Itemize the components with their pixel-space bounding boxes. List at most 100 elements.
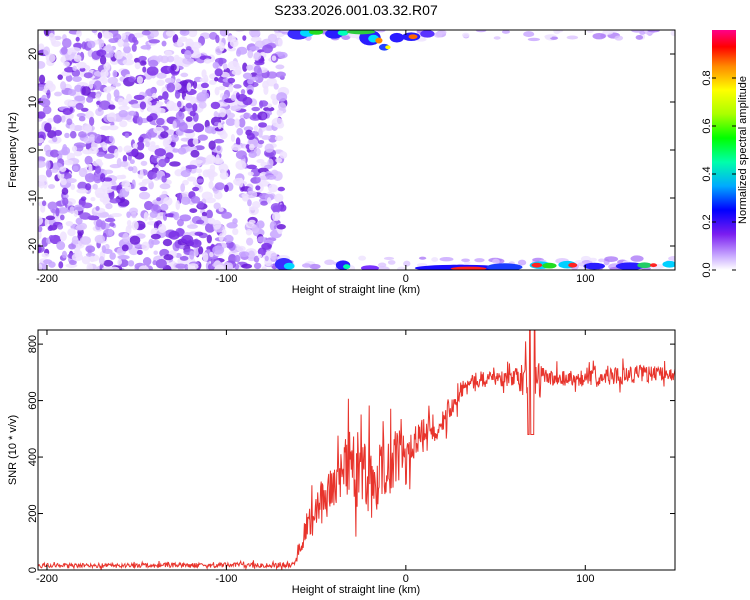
heatmap-cell (88, 116, 95, 126)
heatmap-cell (258, 140, 265, 145)
heatmap-cell (90, 196, 96, 202)
heatmap-cell (63, 159, 74, 166)
heatmap-cell (226, 222, 238, 229)
heatmap-cell (117, 145, 123, 153)
heatmap-cell (54, 91, 63, 97)
heatmap-cell (175, 200, 181, 211)
snr-x-tick-label: 0 (403, 573, 409, 585)
heatmap-cell (117, 97, 125, 106)
heatmap-cell (190, 149, 200, 158)
heatmap-cell (108, 38, 119, 44)
heatmap-cell (256, 220, 265, 229)
heatmap-cell (45, 215, 56, 221)
heatmap-cell (165, 213, 176, 218)
heatmap-cell (277, 51, 288, 59)
heatmap-cell (185, 102, 193, 109)
heatmap-cell (80, 107, 89, 112)
heatmap-cell (169, 161, 181, 167)
snr-x-tick-label: 100 (576, 573, 594, 585)
heatmap-cell (157, 95, 164, 101)
heatmap-cell (279, 151, 288, 159)
heatmap-cell (109, 222, 115, 227)
snr-x-label: Height of straight line (km) (292, 584, 420, 596)
heatmap-cell (162, 238, 173, 247)
heatmap-cell (234, 118, 240, 128)
heatmap-cell (75, 224, 86, 231)
heatmap-cell (214, 86, 220, 96)
heatmap-cell (134, 62, 141, 70)
heatmap-cell (431, 257, 439, 262)
heatmap-cell (218, 233, 224, 242)
heatmap-cell (235, 150, 247, 160)
heatmap-cell (96, 151, 106, 158)
heatmap-cell (216, 145, 221, 152)
heatmap-cell (190, 41, 202, 50)
heatmap-cell (80, 196, 87, 202)
heatmap-cell (172, 34, 179, 44)
heatmap-cell (205, 154, 217, 165)
heatmap-cell (155, 144, 160, 149)
heatmap-cell (261, 242, 272, 250)
heatmap-cell (129, 235, 141, 245)
heatmap-cell (258, 180, 270, 187)
heatmap-cell (226, 112, 236, 119)
heatmap-cell (194, 159, 203, 164)
heatmap-cell (416, 263, 428, 267)
heatmap-cell (69, 130, 77, 139)
heatmap-cell (213, 138, 225, 144)
heatmap-x-label: Height of straight line (km) (292, 284, 420, 296)
heatmap-cell (74, 84, 83, 93)
heatmap-cell (196, 219, 205, 225)
heatmap-cell (38, 137, 44, 144)
heatmap-cell (418, 256, 427, 260)
heatmap-cell (122, 59, 135, 66)
heatmap-peak (389, 32, 405, 43)
heatmap-cell (230, 94, 237, 102)
heatmap-cell (202, 252, 209, 263)
snr-y-tick-label: 600 (27, 391, 39, 409)
heatmap-cell (40, 98, 51, 108)
heatmap-cell (117, 259, 123, 265)
heatmap-cell (227, 60, 240, 70)
heatmap-cell (270, 202, 282, 212)
heatmap-cell (64, 99, 74, 106)
heatmap-cell (156, 197, 162, 202)
heatmap-cell (85, 252, 96, 257)
heatmap-cell (156, 79, 165, 86)
heatmap-cell (148, 113, 158, 121)
heatmap-cell (209, 251, 214, 258)
heatmap-cell (59, 231, 67, 242)
heatmap-cell (145, 141, 151, 148)
heatmap-cell (247, 250, 255, 260)
heatmap-cell (126, 219, 132, 226)
heatmap-cell (43, 82, 56, 93)
heatmap-cell (155, 258, 167, 269)
heatmap-cell (38, 263, 43, 270)
heatmap-cell (140, 45, 152, 50)
heatmap-y-tick-label: 20 (27, 48, 39, 60)
heatmap-cell (248, 151, 257, 159)
heatmap-cell (136, 116, 143, 126)
heatmap-cell (501, 30, 510, 34)
heatmap-cell (253, 255, 260, 263)
heatmap-cell (95, 165, 102, 174)
heatmap-cell (47, 201, 58, 211)
heatmap-cell (180, 137, 191, 142)
heatmap-cell (41, 252, 50, 258)
heatmap-cell (73, 151, 83, 157)
heatmap-cell (147, 171, 158, 179)
heatmap-cell (196, 92, 208, 102)
heatmap-cell (178, 122, 188, 132)
heatmap-cell (38, 74, 46, 85)
heatmap-cell (246, 237, 254, 246)
heatmap-peak (337, 30, 349, 36)
heatmap-cell (246, 164, 258, 170)
heatmap-cell (261, 112, 267, 120)
heatmap-cell (222, 63, 228, 70)
heatmap-peak (649, 263, 658, 268)
heatmap-cell (179, 214, 192, 222)
colorbar-tick-label: 0.6 (701, 118, 713, 133)
heatmap-cell (81, 123, 93, 133)
heatmap-cell (247, 89, 253, 95)
